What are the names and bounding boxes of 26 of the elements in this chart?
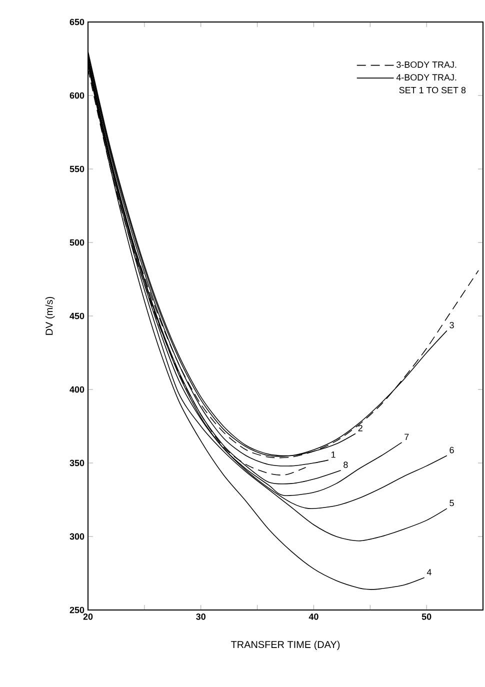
series-label: 6 xyxy=(450,446,454,454)
y-tick-label: 500 xyxy=(70,239,84,246)
x-tick-label: 50 xyxy=(422,614,432,620)
series-label: 2 xyxy=(358,424,362,432)
series-label: 5 xyxy=(450,500,454,506)
x-tick-label: 30 xyxy=(196,614,206,620)
y-tick-label: 300 xyxy=(70,533,84,540)
y-tick-label: 550 xyxy=(70,166,84,172)
y-tick-label: 600 xyxy=(70,92,84,99)
series-label: 4 xyxy=(426,569,432,576)
annotation: 4-BODY TRAJ. xyxy=(396,74,456,81)
series-label: 1 xyxy=(331,451,336,458)
legend-label: 3-BODY TRAJ. xyxy=(396,61,456,68)
y-tick-label: 250 xyxy=(70,606,84,614)
y-tick-label: 400 xyxy=(70,386,84,393)
series-label: 8 xyxy=(344,462,348,468)
x-axis-title: TRANSFER TIME (DAY) xyxy=(231,640,340,650)
y-tick-label: 450 xyxy=(70,312,84,320)
y-tick-label: 350 xyxy=(70,460,84,466)
series-label: 3 xyxy=(450,322,454,328)
series-label: 7 xyxy=(404,434,409,440)
annotation: SET 1 TO SET 8 xyxy=(399,86,466,94)
x-tick-label: 20 xyxy=(83,614,93,620)
y-axis-title: DV (m/s) xyxy=(45,296,55,335)
x-tick-label: 40 xyxy=(308,614,318,620)
y-tick-label: 650 xyxy=(70,18,84,26)
